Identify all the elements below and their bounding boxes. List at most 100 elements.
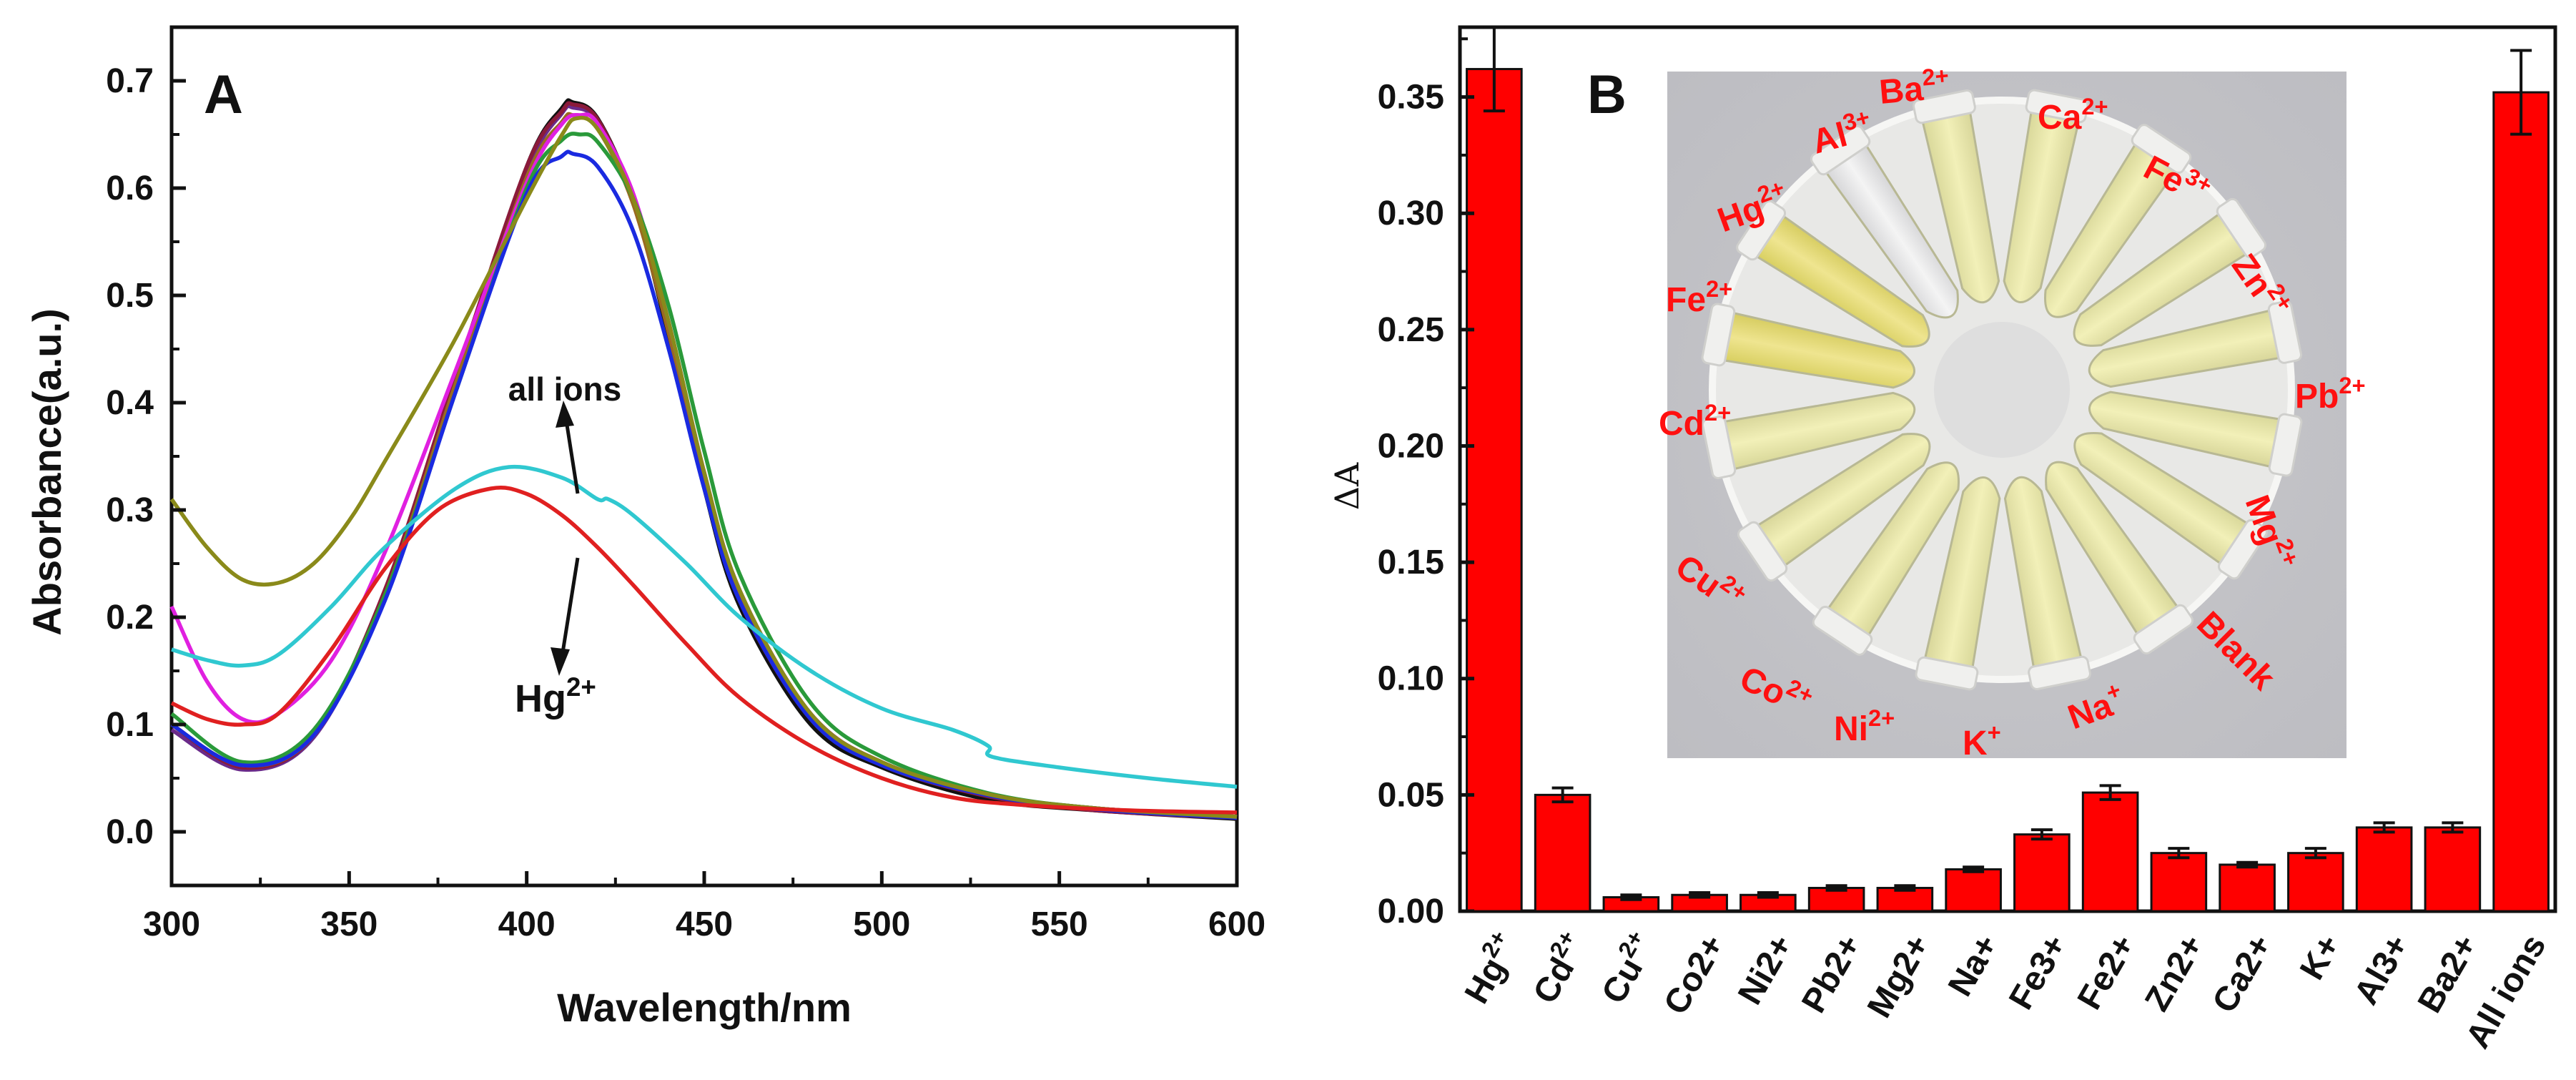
bar-category-label: Cu2+ bbox=[1589, 926, 1663, 1010]
panel-a-y-tick-label: 0.2 bbox=[106, 599, 154, 637]
panel-a-y-tick-label: 0.0 bbox=[106, 813, 154, 851]
bar-category-label: Ca2+ bbox=[2206, 928, 2280, 1019]
bar-category-label: Na+ bbox=[1941, 928, 2006, 1003]
bar bbox=[2150, 852, 2208, 913]
tube bbox=[1701, 303, 1915, 389]
bar-category-base: Ba2+ bbox=[2411, 928, 2485, 1019]
tube-body bbox=[2045, 461, 2182, 639]
bar-category-label: Co2+ bbox=[1657, 928, 1732, 1021]
inset-ion-label: Al3+ bbox=[1807, 104, 1877, 162]
panel-a-series-lines bbox=[169, 98, 1238, 821]
inset-ion-label-sup: 2+ bbox=[2081, 93, 2108, 119]
bar-category-base: Zn2+ bbox=[2138, 928, 2211, 1018]
bar bbox=[2287, 852, 2344, 913]
tube bbox=[1810, 124, 1959, 319]
bar bbox=[2424, 826, 2482, 913]
panel-a-x-tick-label: 600 bbox=[1208, 905, 1265, 943]
panel-a-label: A bbox=[204, 64, 243, 125]
bar bbox=[2492, 91, 2550, 913]
inset-ion-label-base: Pb bbox=[2295, 378, 2339, 416]
panel-a-spectra-chart: 300 350 400 450 500 550 600 0.0 0.1 0.2 0.3 0.4 0.5 0… bbox=[24, 25, 1265, 1030]
panel-b-y-tick-label: 0.35 bbox=[1378, 79, 1444, 117]
panel-a-y-tick-label: 0.6 bbox=[106, 170, 154, 207]
inset-ion-label: Ni2+ bbox=[1834, 705, 1895, 748]
bar-category-label: Fe2+ bbox=[2071, 928, 2143, 1016]
tube bbox=[1737, 433, 1931, 582]
bar-category-label: Ni2+ bbox=[1731, 928, 1800, 1011]
spectrum-line bbox=[170, 149, 1238, 820]
bar-category-base: Ni2+ bbox=[1731, 928, 1800, 1011]
tube-cap bbox=[2025, 89, 2089, 124]
tube-cap bbox=[1915, 656, 1979, 691]
bar-category-base: Fe3+ bbox=[2002, 928, 2074, 1016]
panel-b-y-tick-label: 0.10 bbox=[1378, 660, 1444, 698]
annotation-all-ions: all ions bbox=[508, 370, 621, 408]
tube-body bbox=[1719, 310, 1915, 389]
bar-category-base: K+ bbox=[2293, 928, 2348, 986]
tube bbox=[1736, 200, 1930, 348]
tube-body bbox=[1719, 391, 1916, 471]
inset-photo-tubes: Ba2+Ca2+Fe3+Zn2+Pb2+Mg2+BlankNa+K+Ni2+Co… bbox=[1659, 62, 2366, 762]
bar bbox=[2219, 863, 2276, 913]
bar-category-base: Hg bbox=[1458, 951, 1514, 1010]
tube bbox=[1701, 391, 1916, 479]
tube-body bbox=[2073, 431, 2253, 568]
panel-a-y-tick-label: 0.4 bbox=[106, 384, 154, 422]
inset-ion-label-base: Ca bbox=[2038, 99, 2082, 137]
inset-tube-wheel bbox=[1701, 89, 2303, 691]
tube-body bbox=[2003, 107, 2081, 303]
panel-b-axis-ticks: 0.00 0.05 0.10 0.15 0.20 0.25 0.30 0.35 bbox=[1378, 37, 1474, 931]
spectrum-line bbox=[169, 115, 1238, 819]
tube-cap bbox=[2217, 519, 2268, 580]
panel-a-x-axis-label: Wavelength/nm bbox=[557, 985, 852, 1030]
bar-category-label: Zn2+ bbox=[2138, 928, 2211, 1018]
tube bbox=[2088, 300, 2303, 388]
tube bbox=[1812, 461, 1960, 656]
tube bbox=[2043, 124, 2192, 318]
tube-cap bbox=[1913, 89, 1976, 124]
bar-category-base: Cd bbox=[1526, 951, 1582, 1010]
tube-cap bbox=[2216, 197, 2267, 259]
annotation-hg-sup: 2+ bbox=[566, 672, 596, 702]
bar-category-base: Co2+ bbox=[1657, 928, 1732, 1021]
tube-body bbox=[2003, 476, 2083, 673]
inset-ion-label-base: Fe bbox=[1666, 281, 1706, 319]
inset-ion-label-sup: 2+ bbox=[1921, 62, 1950, 91]
panel-b-bar-chart: Hg2+Cd2+Cu2+ Co2+Ni2+Pb2+Mg2+ Na+Fe3+Fe2+Z… bbox=[1328, 25, 2557, 1055]
bar-category-label: Mg2+ bbox=[1860, 928, 1938, 1024]
bar-category-base: Cu bbox=[1594, 951, 1650, 1010]
arrow-all-ions-head bbox=[556, 401, 574, 428]
spectrum-line bbox=[171, 464, 1238, 789]
bar-category-label: Al3+ bbox=[2347, 928, 2417, 1011]
inset-ion-label-sup: + bbox=[1988, 719, 2001, 745]
panel-b-y-tick-label: 0.05 bbox=[1378, 776, 1444, 814]
inset-ion-label-base: Ni bbox=[1834, 710, 1868, 748]
tube bbox=[2088, 391, 2303, 477]
panel-b-y-tick-label: 0.30 bbox=[1378, 195, 1444, 232]
panel-a-y-tick-label: 0.3 bbox=[106, 491, 154, 529]
tube-body bbox=[1920, 107, 2000, 304]
tube-cap bbox=[2268, 413, 2303, 477]
panel-a-y-tick-label: 0.1 bbox=[106, 706, 154, 744]
tube bbox=[2045, 461, 2194, 655]
tube-cap bbox=[1701, 303, 1736, 367]
tube-cap bbox=[1736, 200, 1787, 261]
tube bbox=[2003, 476, 2091, 691]
panel-b-label: B bbox=[1587, 64, 1627, 125]
tube-body bbox=[1752, 433, 1931, 570]
tube bbox=[2073, 431, 2268, 580]
inset-ion-label-sup: 2+ bbox=[1706, 275, 1732, 302]
inset-ion-label-base: Ba bbox=[1877, 70, 1925, 112]
annotation-hg-base: Hg bbox=[515, 677, 566, 720]
bar-category-base: Na+ bbox=[1941, 928, 2006, 1003]
bar-category-label: Pb2+ bbox=[1795, 928, 1869, 1019]
inset-ion-label: Ca2+ bbox=[2038, 93, 2108, 137]
tube-body bbox=[1751, 212, 1930, 348]
panel-b-y-tick-label: 0.20 bbox=[1378, 427, 1444, 465]
bar-category-base: Mg2+ bbox=[1860, 928, 1938, 1024]
arrow-hg2plus bbox=[559, 557, 580, 662]
panel-a-x-tick-label: 400 bbox=[498, 905, 556, 943]
panel-a-x-tick-label: 350 bbox=[320, 905, 377, 943]
bar bbox=[1945, 868, 2002, 913]
